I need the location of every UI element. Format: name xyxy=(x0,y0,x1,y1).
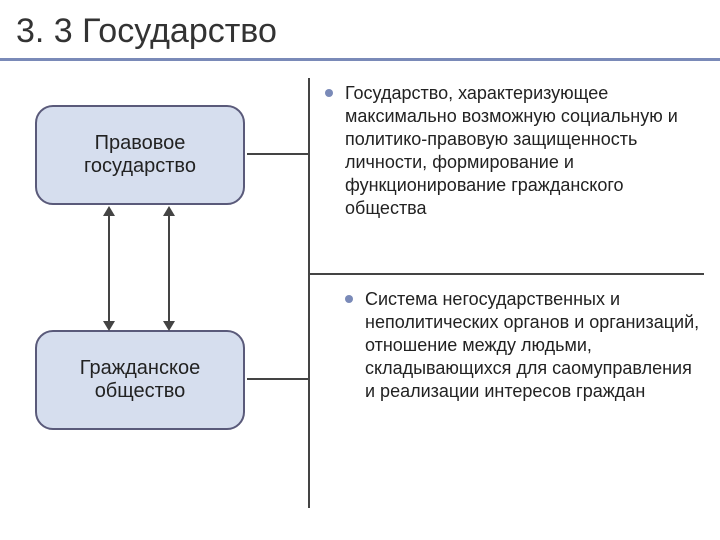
node-civil-society: Гражданское общество xyxy=(35,330,245,430)
node-label: Гражданское общество xyxy=(49,357,231,403)
arrow-shaft-right xyxy=(168,213,170,323)
connector-vertical xyxy=(308,78,310,508)
page-title: 3. 3 Государство xyxy=(16,12,277,51)
definition-divider xyxy=(309,273,704,275)
arrow-head-down-icon xyxy=(163,321,175,331)
definition-bottom: Система негосударственных и неполитическ… xyxy=(365,288,700,403)
arrow-head-up-icon xyxy=(163,206,175,216)
arrow-head-up-icon xyxy=(103,206,115,216)
definition-top: Государство, характеризующее максимально… xyxy=(345,82,690,220)
node-label: Правовое государство xyxy=(49,132,231,178)
bullet-icon xyxy=(325,89,333,97)
node-legal-state: Правовое государство xyxy=(35,105,245,205)
connector-horizontal-top xyxy=(247,153,309,155)
title-underline xyxy=(0,58,720,61)
arrow-head-down-icon xyxy=(103,321,115,331)
bullet-icon xyxy=(345,295,353,303)
arrow-shaft-left xyxy=(108,213,110,323)
connector-horizontal-bottom xyxy=(247,378,309,380)
